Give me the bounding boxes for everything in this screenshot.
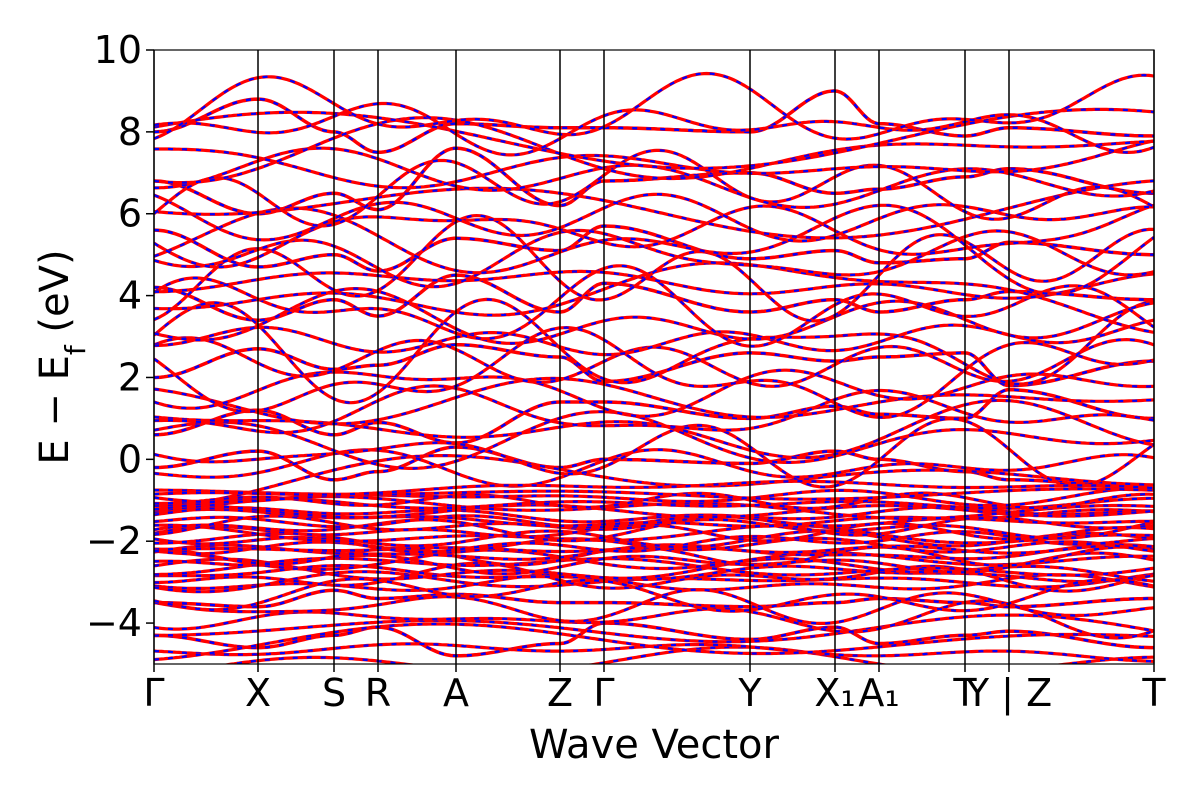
- band-line-red-c26: [154, 107, 1154, 170]
- y-axis-title-sub: f: [59, 344, 92, 355]
- y-tick-label: 4: [118, 274, 142, 318]
- band-line-blue-v45: [154, 518, 1154, 542]
- band-line-blue-s6: [154, 445, 1154, 490]
- band-line-red-l57: [221, 645, 1154, 664]
- band-line-blue-c0: [154, 454, 1154, 508]
- band-line-blue-c27: [154, 102, 1154, 157]
- band-line-blue-v33: [154, 557, 1154, 583]
- band-line-red-s4: [154, 342, 1154, 388]
- y-tick-label: −2: [86, 519, 142, 563]
- band-line-blue-c16: [154, 214, 1154, 323]
- kpoint-label: A₁: [858, 671, 899, 715]
- band-line-blue-s7: [154, 589, 1154, 608]
- x-axis-title: Wave Vector: [529, 722, 780, 768]
- band-line-red-v53: [154, 491, 1154, 510]
- band-line-blue-c28: [154, 72, 1154, 141]
- band-line-red-v32: [154, 563, 1154, 584]
- band-line-red-c10: [154, 297, 1154, 405]
- kpoint-label: S: [322, 671, 346, 715]
- band-line-blue-c17: [154, 229, 1154, 288]
- band-line-blue-c1: [154, 448, 1154, 488]
- band-line-red-c18: [154, 203, 1154, 296]
- y-axis-title-main: E − E: [32, 355, 78, 465]
- kpoint-label: T: [952, 671, 977, 715]
- band-line-red-s1: [154, 146, 1154, 216]
- band-line-blue-c21: [154, 179, 1154, 240]
- kpoint-label: R: [365, 671, 391, 715]
- band-line-blue-c7: [154, 369, 1154, 418]
- band-line-blue-c8: [154, 326, 1154, 419]
- band-line-red-v43: [154, 523, 1154, 545]
- band-line-red-c22: [154, 148, 1154, 228]
- kpoint-label: Γ: [143, 671, 164, 715]
- band-line-blue-c5: [154, 384, 1154, 434]
- band-line-red-v52: [154, 496, 1154, 511]
- kpoint-label: X₁: [814, 671, 855, 715]
- band-line-blue-v30: [154, 570, 1154, 593]
- band-line-blue-l61: [154, 599, 1154, 640]
- band-line-red-c15: [154, 269, 1154, 300]
- y-tick-label: 2: [118, 355, 142, 399]
- band-line-blue-c10: [154, 298, 1154, 404]
- band-line-blue-l59: [154, 622, 1154, 661]
- y-tick-label: −4: [86, 601, 142, 645]
- band-line-red-v41: [154, 529, 1154, 554]
- kpoint-label: Z: [547, 671, 573, 715]
- band-line-red-c11: [154, 318, 1154, 357]
- plot-frame: [153, 49, 1155, 665]
- band-line-blue-c6: [154, 377, 1154, 425]
- band-line-red-v50: [154, 503, 1154, 519]
- band-line-red-s5: [154, 388, 1154, 445]
- band-line-blue-c23: [154, 147, 1154, 209]
- band-line-blue-c24: [154, 139, 1154, 189]
- kpoint-label: X: [245, 671, 271, 715]
- band-line-blue-s1: [154, 147, 1154, 215]
- y-axis-title: E − Ef (eV): [32, 249, 92, 464]
- band-line-blue-c11: [154, 319, 1154, 356]
- band-line-blue-c25: [154, 116, 1154, 184]
- kpoint-label: T: [1141, 671, 1166, 715]
- y-axis: −4 −2 0 2 4 6 8 10: [86, 28, 154, 645]
- kpoint-label: Γ: [593, 671, 614, 715]
- band-line-blue-c12: [154, 287, 1154, 345]
- bands-layer: [154, 71, 1154, 664]
- band-line-blue-c3: [154, 410, 1154, 470]
- band-line-blue-c9: [154, 336, 1154, 388]
- band-line-blue-s3: [154, 273, 1154, 322]
- band-line-blue-s2: [154, 224, 1154, 273]
- band-line-red-v56: [154, 479, 1154, 497]
- band-line-red-s6: [154, 445, 1154, 490]
- y-axis-title-unit: (eV): [32, 249, 78, 345]
- band-line-red-l60: [154, 613, 1154, 644]
- kpoint-label: Y: [737, 671, 762, 715]
- band-line-blue-c13: [154, 264, 1154, 348]
- y-tick-label: 0: [118, 437, 142, 481]
- y-tick-label: 8: [118, 110, 142, 154]
- y-tick-label: 10: [94, 28, 142, 72]
- y-tick-label: 6: [118, 192, 142, 236]
- band-line-blue-l63: [154, 577, 1154, 613]
- band-line-blue-s4: [154, 343, 1154, 387]
- band-line-blue-s0: [154, 89, 1154, 154]
- band-line-blue-c19: [154, 204, 1154, 269]
- band-line-blue-s8: [154, 621, 1154, 658]
- band-line-blue-l62: [154, 588, 1154, 625]
- kpoint-label: A: [443, 671, 469, 715]
- kpoint-label: Y | Z: [965, 671, 1052, 716]
